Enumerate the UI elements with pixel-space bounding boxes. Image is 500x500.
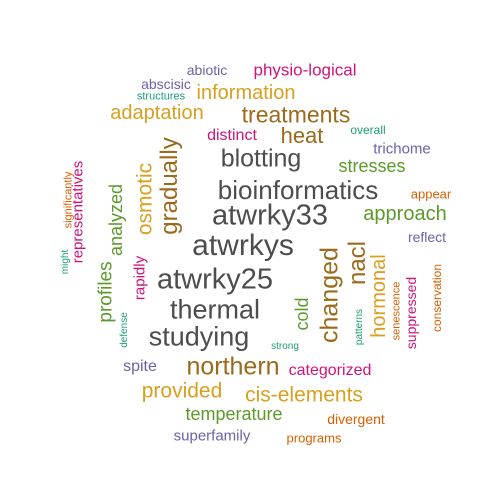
word-nacl: nacl xyxy=(344,240,371,286)
word-categorized: categorized xyxy=(288,362,372,379)
word-heat: heat xyxy=(280,123,324,148)
word-superfamily: superfamily xyxy=(173,427,251,445)
word-structures: structures xyxy=(136,90,186,103)
word-trichome: trichome xyxy=(373,140,431,158)
word-temperature: temperature xyxy=(185,404,283,424)
word-might: might xyxy=(60,249,71,275)
word-significantly: significantly xyxy=(62,171,75,229)
word-spite: spite xyxy=(123,358,157,375)
word-changed: changed xyxy=(315,247,344,343)
word-atwrky25: atwrky25 xyxy=(156,263,274,296)
word-patterns: patterns xyxy=(354,308,365,346)
word-studying: studying xyxy=(148,321,250,352)
word-thermal: thermal xyxy=(169,294,261,325)
word-atwrkys: atwrkys xyxy=(192,229,294,262)
word-reflect: reflect xyxy=(407,229,447,245)
word-conservation: conservation xyxy=(430,263,444,333)
word-bioinformatics: bioinformatics xyxy=(217,175,379,205)
word-gradually: gradually xyxy=(156,137,183,235)
word-provided: provided xyxy=(141,379,223,403)
word-osmotic: osmotic xyxy=(133,162,157,236)
word-blotting: blotting xyxy=(220,144,302,173)
word-strong: strong xyxy=(271,341,299,352)
word-hormonal: hormonal xyxy=(368,254,390,338)
word-programs: programs xyxy=(286,430,342,446)
word-defense: defense xyxy=(119,312,130,348)
word-distinct: distinct xyxy=(207,127,257,144)
word-abiotic: abiotic xyxy=(186,62,228,78)
word-stresses: stresses xyxy=(338,156,406,176)
word-adaptation: adaptation xyxy=(110,102,204,124)
word-appear: appear xyxy=(410,186,452,202)
word-senescence: senescence xyxy=(390,281,403,341)
word-suppressed: suppressed xyxy=(403,276,419,350)
word-divergent: divergent xyxy=(327,411,385,427)
word-treatments: treatments xyxy=(241,101,351,128)
word-information: information xyxy=(196,82,296,104)
word-northern: northern xyxy=(186,352,280,381)
word-physio-logical: physio-logical xyxy=(253,60,357,80)
word-cis-elements: cis-elements xyxy=(245,383,363,407)
word-analyzed: analyzed xyxy=(106,183,126,257)
word-cold: cold xyxy=(292,297,312,331)
word-overall: overall xyxy=(350,123,386,137)
word-atwrky33: atwrky33 xyxy=(211,199,329,232)
word-rapidly: rapidly xyxy=(131,255,149,301)
word-abscisic: abscisic xyxy=(141,76,191,92)
word-profiles: profiles xyxy=(95,261,117,323)
word-approach: approach xyxy=(363,203,447,225)
